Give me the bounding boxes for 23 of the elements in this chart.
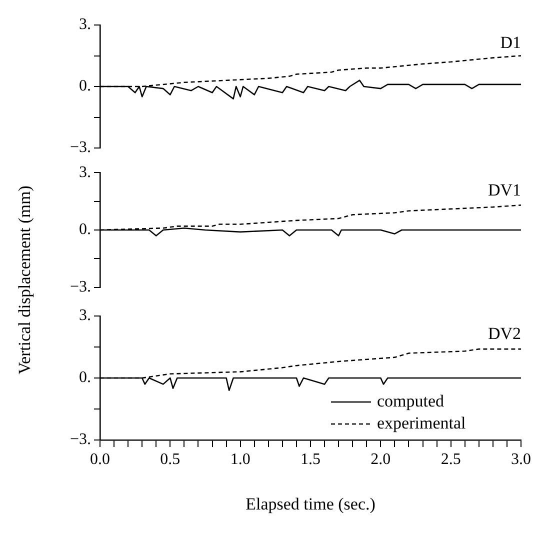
y-tick-label: 0. <box>79 78 91 95</box>
y-tick-label: 0. <box>79 369 91 386</box>
text: D1 <box>500 32 521 52</box>
y-tick-label: −3. <box>70 431 91 448</box>
x-tick-label: 2.0 <box>370 450 391 468</box>
y-tick-label: 0. <box>79 221 91 238</box>
x-tick-label: 0.0 <box>90 450 110 468</box>
x-tick-label: 1.5 <box>300 450 320 468</box>
x-tick-label: 1.0 <box>230 450 250 468</box>
x-axis-title: Elapsed time (sec.) <box>246 494 376 514</box>
y-tick-label: 3. <box>79 307 91 324</box>
x-tick-label: 3.0 <box>511 450 531 468</box>
x-tick-label: 2.5 <box>440 450 461 468</box>
y-tick-label: 3. <box>79 16 91 34</box>
y-tick-label: 3. <box>79 164 91 181</box>
y-tick-label: −3. <box>70 278 91 296</box>
x-tick-label: 0.5 <box>160 450 180 468</box>
text: DV1 <box>488 180 521 200</box>
legend-label: computed <box>377 391 445 410</box>
legend-label: experimental <box>377 413 466 432</box>
text: DV2 <box>488 324 521 343</box>
y-axis-title: Vertical displacement (mm) <box>15 184 35 376</box>
y-tick-label: −3. <box>70 139 91 156</box>
